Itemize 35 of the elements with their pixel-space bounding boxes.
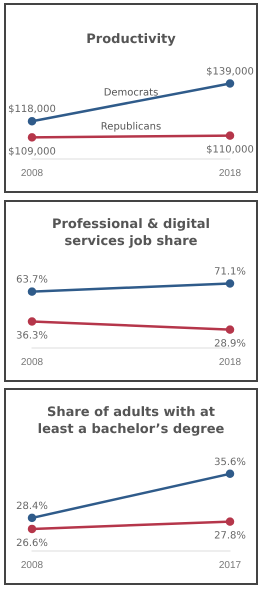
point xyxy=(28,116,36,126)
point xyxy=(28,524,36,534)
x-tick-label: 2018 xyxy=(218,168,242,179)
data-label: $109,000 xyxy=(8,146,56,158)
chart-title: Share of adults with at least a bachelor’s degree xyxy=(36,404,226,438)
point xyxy=(28,514,36,522)
chart-title: Professional & digital services job share xyxy=(50,216,212,250)
x-tick-label: 2018 xyxy=(218,356,242,368)
data-label: 63.7% xyxy=(16,274,48,286)
data-label: 27.8% xyxy=(214,530,246,542)
x-tick-label: 2008 xyxy=(20,560,44,571)
data-label: 28.4% xyxy=(16,500,48,512)
data-label: $139,000 xyxy=(206,66,254,78)
data-label: 26.6% xyxy=(16,538,48,549)
series-label: Democrats xyxy=(104,87,158,98)
point xyxy=(226,325,234,334)
data-label: $118,000 xyxy=(8,104,56,116)
point xyxy=(28,133,36,142)
data-label: 35.6% xyxy=(214,456,246,468)
point xyxy=(226,79,234,88)
x-tick-label: 2008 xyxy=(20,356,44,368)
data-label: $110,000 xyxy=(206,144,254,156)
data-label: 71.1% xyxy=(214,266,246,278)
series-label: Republicans xyxy=(100,122,162,133)
data-label: 28.9% xyxy=(214,338,246,350)
point xyxy=(226,131,234,140)
chart-title: Productivity xyxy=(85,31,177,48)
x-tick-label: 2008 xyxy=(20,168,44,179)
point xyxy=(28,287,36,296)
point xyxy=(226,517,234,526)
data-label: 36.3% xyxy=(16,330,48,342)
point xyxy=(226,470,234,478)
x-tick-label: 2017 xyxy=(218,560,242,571)
point xyxy=(28,317,36,326)
point xyxy=(226,279,234,288)
